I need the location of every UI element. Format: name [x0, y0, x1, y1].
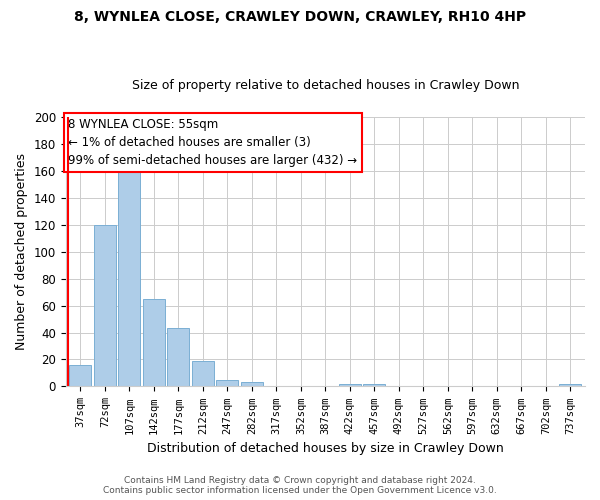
Bar	[241, 382, 263, 386]
Bar	[363, 384, 385, 386]
Bar	[94, 224, 116, 386]
Title: Size of property relative to detached houses in Crawley Down: Size of property relative to detached ho…	[131, 79, 519, 92]
Bar	[339, 384, 361, 386]
Bar	[118, 166, 140, 386]
Bar	[192, 361, 214, 386]
Text: Contains HM Land Registry data © Crown copyright and database right 2024.
Contai: Contains HM Land Registry data © Crown c…	[103, 476, 497, 495]
Bar	[167, 328, 190, 386]
X-axis label: Distribution of detached houses by size in Crawley Down: Distribution of detached houses by size …	[147, 442, 504, 455]
Bar	[70, 365, 91, 386]
Y-axis label: Number of detached properties: Number of detached properties	[15, 153, 28, 350]
Bar	[559, 384, 581, 386]
Text: 8, WYNLEA CLOSE, CRAWLEY DOWN, CRAWLEY, RH10 4HP: 8, WYNLEA CLOSE, CRAWLEY DOWN, CRAWLEY, …	[74, 10, 526, 24]
Text: 8 WYNLEA CLOSE: 55sqm
← 1% of detached houses are smaller (3)
99% of semi-detach: 8 WYNLEA CLOSE: 55sqm ← 1% of detached h…	[68, 118, 358, 167]
Bar	[143, 299, 165, 386]
Bar	[217, 380, 238, 386]
